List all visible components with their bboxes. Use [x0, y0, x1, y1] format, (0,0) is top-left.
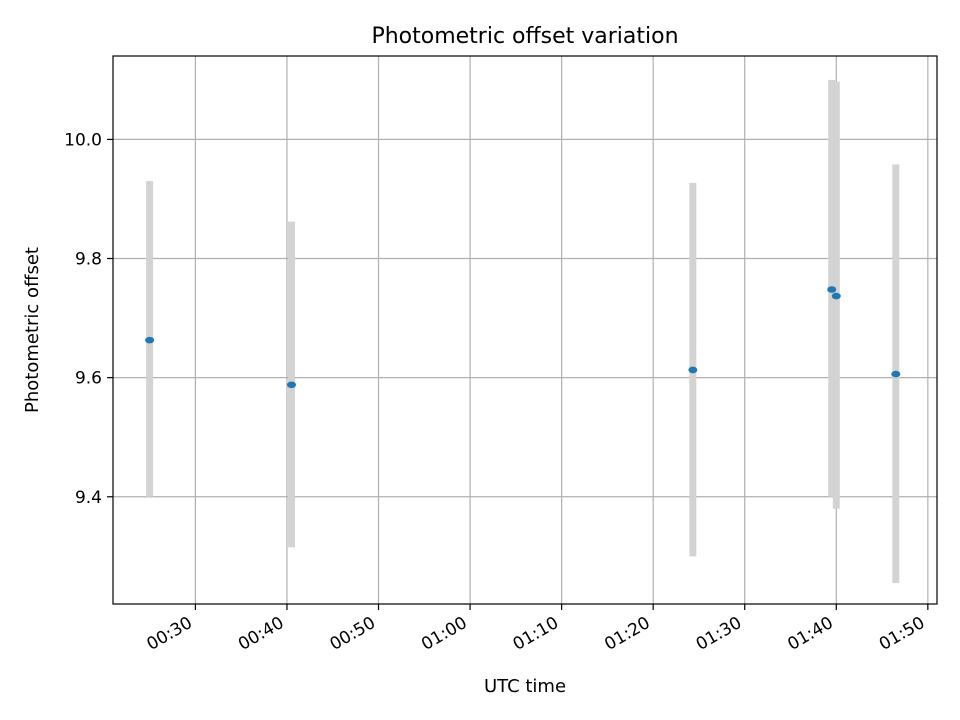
x-tick-label: 01:20 — [601, 613, 653, 655]
data-point — [891, 370, 901, 378]
x-tick-label: 00:50 — [327, 613, 379, 655]
data-point — [145, 336, 155, 344]
plot-frame — [112, 55, 938, 605]
x-tick-label: 01:30 — [693, 613, 745, 655]
data-point — [827, 286, 837, 293]
chart-title: Photometric offset variation — [371, 24, 678, 49]
data-point — [688, 366, 698, 374]
y-tick-label: 9.6 — [75, 369, 102, 389]
data-point — [831, 292, 841, 300]
error-bars — [146, 79, 900, 584]
axis-ticks: 00:30 00:40 00:50 01:00 01:10 01:20 01:30 01:40… — [64, 130, 929, 655]
x-tick-label: 01:10 — [510, 613, 562, 655]
x-tick-label: 01:40 — [784, 613, 836, 655]
x-axis-label: UTC time — [484, 676, 566, 697]
data-points — [145, 286, 901, 389]
grid-lines — [113, 56, 937, 604]
y-axis-label: Photometric offset — [22, 247, 43, 413]
x-tick-label: 00:30 — [143, 613, 195, 655]
x-tick-label: 01:50 — [876, 613, 928, 655]
y-tick-label: 9.8 — [75, 250, 102, 270]
data-point — [287, 381, 297, 389]
x-tick-label: 00:40 — [235, 613, 287, 655]
y-tick-label: 10.0 — [64, 130, 102, 150]
x-tick-label: 01:00 — [418, 613, 470, 655]
y-tick-label: 9.4 — [75, 488, 102, 508]
